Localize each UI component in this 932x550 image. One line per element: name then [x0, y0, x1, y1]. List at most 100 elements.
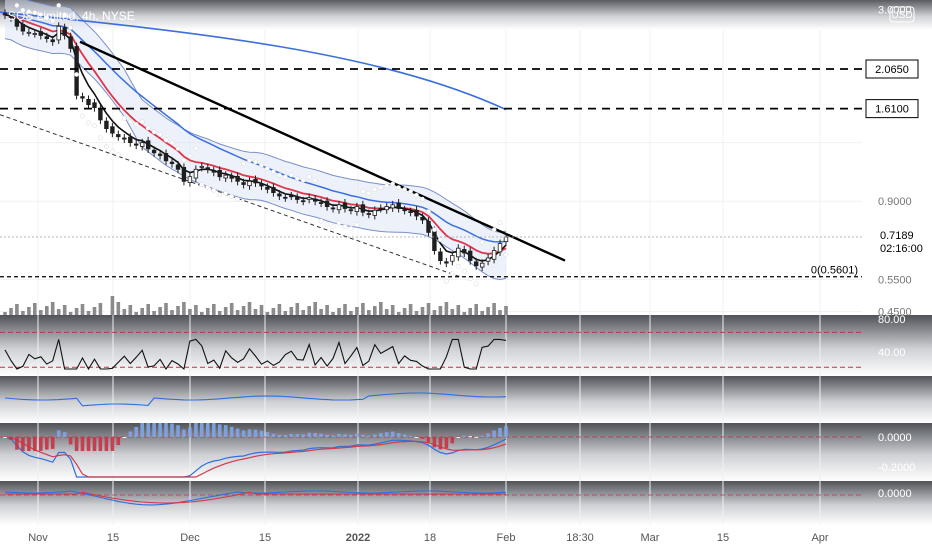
- candle-body: [56, 25, 61, 41]
- volume-bar: [182, 302, 186, 315]
- candle-body: [253, 178, 258, 184]
- psar-dot: [241, 161, 246, 166]
- price-axis[interactable]: 3.0000 1.3000 0.9000 0.5500 0.4500 2.0650 1.61…: [865, 5, 923, 500]
- volume-bar: [414, 311, 419, 315]
- volume-bar: [217, 311, 222, 315]
- macd-histogram-bar: [21, 437, 25, 451]
- candle-body: [128, 136, 133, 144]
- macd-histogram-bar: [486, 433, 490, 437]
- currency-badge[interactable]: USD: [889, 6, 915, 23]
- time-tick-label: 18: [424, 532, 436, 544]
- volume-bar: [152, 311, 156, 315]
- candle-body: [145, 140, 151, 150]
- price-level-label: 2.0650: [875, 64, 909, 76]
- volume-bar: [265, 312, 270, 315]
- volume-bar: [253, 309, 258, 315]
- oscillator-panes: [0, 331, 862, 506]
- time-axis[interactable]: Nov 15 Dec 15 2022 18 Feb 18:30 Mar 15 Apr: [28, 532, 829, 544]
- volume-bars: [3, 255, 508, 315]
- volume-bar: [432, 310, 437, 315]
- candle-body: [247, 180, 252, 187]
- candle-body: [378, 207, 383, 210]
- candle-body: [50, 39, 55, 43]
- macd-histogram-bar: [295, 434, 300, 437]
- time-tick-label: Mar: [641, 532, 660, 544]
- volume-bar: [462, 312, 467, 315]
- candle-body: [92, 102, 97, 109]
- currency-label: USD: [891, 10, 912, 21]
- volume-bar: [289, 307, 294, 315]
- macd-histogram-bar: [361, 434, 365, 437]
- descending-trendline: [79, 40, 566, 262]
- macd-histogram-bar: [265, 432, 270, 437]
- candle-body: [384, 206, 389, 211]
- long-moving-average: [0, 11, 507, 111]
- volume-bar: [259, 305, 264, 315]
- price-tick-label: 1.3000: [878, 138, 912, 150]
- time-tick-label: 15: [717, 532, 729, 544]
- volume-bar: [373, 306, 377, 315]
- volume-bar: [128, 305, 133, 315]
- psar-dot: [187, 153, 193, 159]
- candle-body: [271, 186, 276, 193]
- candle-body: [306, 197, 312, 200]
- candle-body: [133, 143, 139, 146]
- macd-histogram-bar: [283, 435, 288, 437]
- psar-dot: [426, 209, 431, 214]
- volume-bar: [80, 304, 85, 315]
- candle-body: [8, 15, 14, 19]
- macd-histogram-bar: [396, 433, 401, 437]
- volume-bar: [116, 302, 121, 315]
- candle-body: [110, 126, 115, 134]
- time-tick-label: 18:30: [566, 532, 594, 544]
- osc2-line-blue: [4, 490, 507, 506]
- psar-dot: [115, 152, 121, 158]
- current-price-label: 0.7189: [880, 230, 914, 242]
- macd-histogram-bar: [74, 437, 79, 451]
- macd-histogram-bar: [188, 427, 192, 437]
- trend-lines: [0, 40, 566, 278]
- candle-body: [169, 161, 175, 165]
- volume-bar: [27, 307, 31, 315]
- psar-dot: [360, 189, 366, 194]
- volume-bar: [361, 303, 365, 315]
- macd-histogram-bar: [468, 436, 472, 438]
- psar-dot: [163, 137, 169, 143]
- psar-dot: [336, 220, 342, 226]
- macd-histogram-bar: [492, 430, 496, 437]
- candle-body: [324, 200, 330, 208]
- psar-dot: [157, 132, 163, 137]
- psar-dot: [193, 146, 199, 151]
- candle-body: [289, 195, 294, 198]
- price-tick-label: 3.0000: [878, 5, 912, 17]
- bollinger-lower-band: [4, 38, 507, 281]
- macd-histogram-bar: [182, 429, 186, 437]
- main-pane-shade: [0, 0, 932, 30]
- candle-body: [426, 220, 431, 233]
- candle-body: [354, 206, 360, 213]
- macd-histogram-bar: [349, 434, 353, 437]
- macd-histogram-bar: [33, 437, 37, 451]
- macd-histogram-bar: [80, 437, 85, 451]
- psar-dot: [133, 121, 139, 127]
- candle-body: [199, 165, 204, 168]
- parabolic-sar-dots: [14, 3, 509, 287]
- candle-body: [450, 255, 455, 262]
- volume-bar: [450, 309, 455, 315]
- psar-dot: [342, 224, 348, 229]
- psar-dot: [223, 190, 229, 196]
- macd-tick-label: -0.2000: [878, 462, 915, 474]
- volume-bar: [194, 305, 198, 315]
- candle-body: [300, 200, 306, 203]
- candle-body: [318, 202, 324, 204]
- candle-body: [473, 261, 479, 267]
- candle-body: [265, 186, 270, 190]
- candle-body: [432, 230, 437, 252]
- macd-tick-label: 0.0000: [878, 432, 912, 444]
- macd-histogram-bar: [480, 435, 484, 437]
- candle-body: [330, 207, 336, 210]
- volume-bar: [134, 312, 138, 315]
- price-level-box: [865, 59, 919, 79]
- volume-bar: [456, 305, 461, 315]
